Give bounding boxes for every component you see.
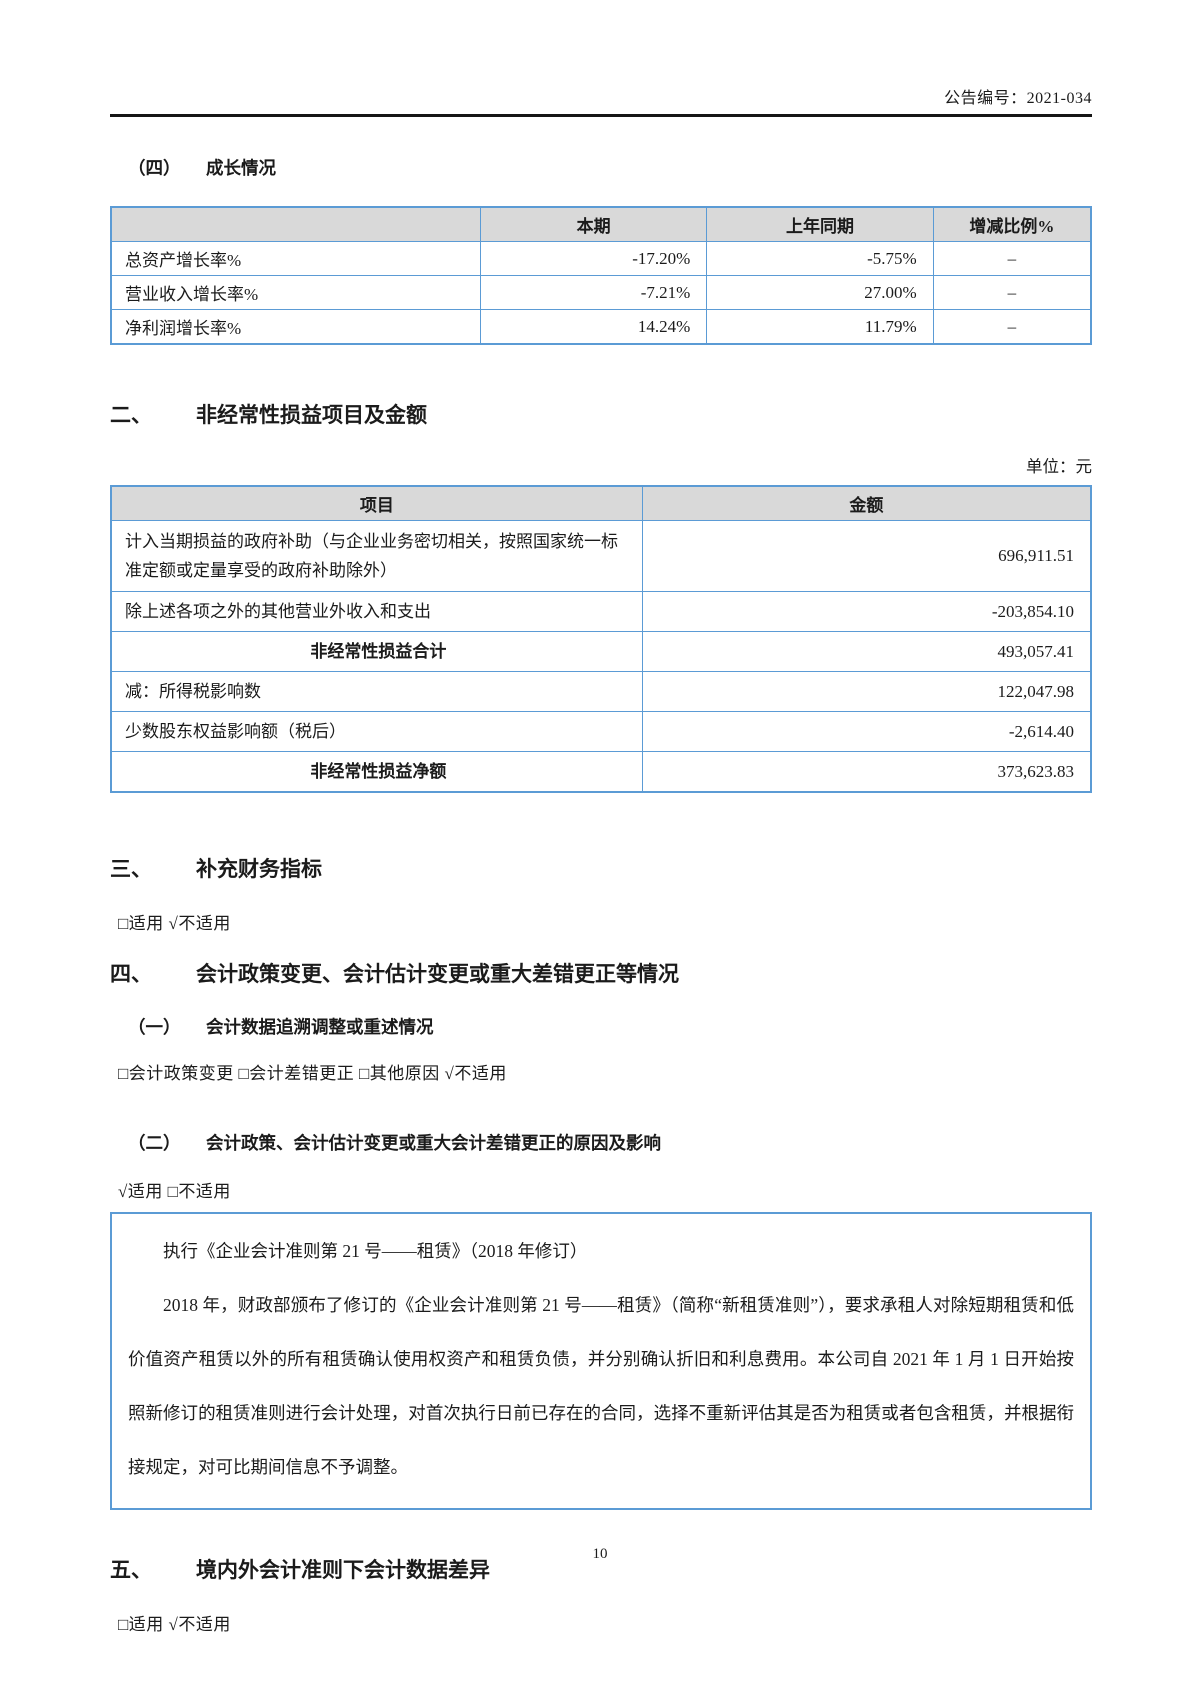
heading-policy-title: 会计政策变更、会计估计变更或重大差错更正等情况 [196, 963, 679, 986]
table-row: 计入当期损益的政府补助（与企业业务密切相关，按照国家统一标准定额或定量享受的政府… [110, 520, 1092, 592]
heading-supplement: 三、 补充财务指标 [110, 853, 1092, 883]
heading-nonrecurring-title: 非经常性损益项目及金额 [196, 404, 427, 427]
heading-growth: （四） 成长情况 [110, 155, 1092, 180]
heading-nonrecurring-number: 二、 [110, 404, 152, 427]
growth-row-prior: 27.00% [706, 275, 934, 310]
growth-row-change: – [932, 241, 1092, 276]
heading-reason-title: 会计政策、会计估计变更或重大会计差错更正的原因及影响 [206, 1133, 661, 1153]
unit-label: 单位：元 [1026, 457, 1092, 476]
table-row: 减：所得税影响数 122,047.98 [110, 671, 1092, 712]
difference-applicability: □适用 √不适用 [118, 1615, 231, 1634]
growth-header-current: 本期 [479, 206, 708, 242]
growth-row-current: 14.24% [479, 309, 708, 345]
table-row: 非经常性损益合计 493,057.41 [110, 631, 1092, 672]
heading-policy: 四、 会计政策变更、会计估计变更或重大差错更正等情况 [110, 958, 1092, 988]
table-row: 营业收入增长率% -7.21% 27.00% – [110, 275, 1092, 310]
nonrecurring-table-header-row: 项目 金额 [110, 485, 1092, 521]
growth-header-blank [110, 206, 481, 242]
nonrecurring-row-item: 减：所得税影响数 [110, 671, 643, 712]
table-row: 少数股东权益影响额（税后） -2,614.40 [110, 711, 1092, 752]
growth-table-header-row: 本期 上年同期 增减比例% [110, 206, 1092, 242]
heading-restatement: （一） 会计数据追溯调整或重述情况 [110, 1014, 1092, 1039]
heading-reason-number: （二） [128, 1133, 181, 1153]
nonrecurring-row-amount: 122,047.98 [641, 671, 1092, 712]
growth-header-prior: 上年同期 [706, 206, 934, 242]
restatement-options: □会计政策变更 □会计差错更正 □其他原因 √不适用 [118, 1064, 507, 1083]
table-row: 除上述各项之外的其他营业外收入和支出 -203,854.10 [110, 591, 1092, 632]
nonrecurring-row-item: 除上述各项之外的其他营业外收入和支出 [110, 591, 643, 632]
table-row: 总资产增长率% -17.20% -5.75% – [110, 241, 1092, 276]
heading-difference: 五、 境内外会计准则下会计数据差异 [110, 1554, 1092, 1584]
nonrecurring-table: 项目 金额 计入当期损益的政府补助（与企业业务密切相关，按照国家统一标准定额或定… [110, 485, 1092, 793]
reason-paragraph-1: 执行《企业会计准则第 21 号——租赁》（2018 年修订） [163, 1241, 588, 1261]
growth-row-label: 营业收入增长率% [110, 275, 481, 310]
reason-text-box: 执行《企业会计准则第 21 号——租赁》（2018 年修订） 2018 年，财政… [110, 1212, 1092, 1510]
nonrecurring-row-amount: 696,911.51 [641, 520, 1092, 592]
heading-restatement-title: 会计数据追溯调整或重述情况 [206, 1017, 434, 1037]
supplement-applicability: □适用 √不适用 [118, 914, 231, 933]
announcement-number: 公告编号：2021-034 [944, 90, 1092, 107]
growth-row-change: – [932, 309, 1092, 345]
table-row: 非经常性损益净额 373,623.83 [110, 751, 1092, 793]
growth-row-current: -17.20% [479, 241, 708, 276]
nonrecurring-row-item-subtotal: 非经常性损益净额 [110, 751, 643, 793]
growth-row-prior: 11.79% [706, 309, 934, 345]
growth-table: 本期 上年同期 增减比例% 总资产增长率% -17.20% -5.75% – 营… [110, 206, 1092, 345]
page-number: 10 [592, 1546, 608, 1562]
nonrecurring-row-amount: -2,614.40 [641, 711, 1092, 752]
heading-supplement-title: 补充财务指标 [196, 858, 322, 881]
table-row: 净利润增长率% 14.24% 11.79% – [110, 309, 1092, 345]
heading-supplement-number: 三、 [110, 858, 152, 881]
reason-applicability: √适用 □不适用 [118, 1182, 231, 1201]
reason-paragraph-2: 2018 年，财政部颁布了修订的《企业会计准则第 21 号——租赁》（简称“新租… [128, 1295, 1074, 1477]
growth-row-label: 净利润增长率% [110, 309, 481, 345]
nonrecurring-header-amount: 金额 [641, 485, 1092, 521]
heading-policy-number: 四、 [110, 963, 152, 986]
nonrecurring-row-amount: 493,057.41 [641, 631, 1092, 672]
nonrecurring-row-amount: -203,854.10 [641, 591, 1092, 632]
header-rule [110, 114, 1092, 117]
growth-row-prior: -5.75% [706, 241, 934, 276]
heading-growth-title: 成长情况 [206, 158, 276, 178]
nonrecurring-header-item: 项目 [110, 485, 643, 521]
heading-difference-number: 五、 [110, 1559, 152, 1582]
growth-row-current: -7.21% [479, 275, 708, 310]
growth-row-label: 总资产增长率% [110, 241, 481, 276]
heading-nonrecurring: 二、 非经常性损益项目及金额 [110, 399, 1092, 429]
page-content: 公告编号：2021-034 （四） 成长情况 本期 上年同期 增减比例% 总资产增… [110, 0, 1092, 1635]
heading-reason: （二） 会计政策、会计估计变更或重大会计差错更正的原因及影响 [110, 1130, 1092, 1155]
heading-growth-number: （四） [128, 158, 181, 178]
nonrecurring-row-item-subtotal: 非经常性损益合计 [110, 631, 643, 672]
nonrecurring-row-item: 计入当期损益的政府补助（与企业业务密切相关，按照国家统一标准定额或定量享受的政府… [110, 520, 643, 592]
heading-restatement-number: （一） [128, 1017, 181, 1037]
heading-difference-title: 境内外会计准则下会计数据差异 [196, 1559, 490, 1582]
nonrecurring-row-item: 少数股东权益影响额（税后） [110, 711, 643, 752]
growth-header-change: 增减比例% [932, 206, 1092, 242]
growth-row-change: – [932, 275, 1092, 310]
nonrecurring-row-amount: 373,623.83 [641, 751, 1092, 793]
